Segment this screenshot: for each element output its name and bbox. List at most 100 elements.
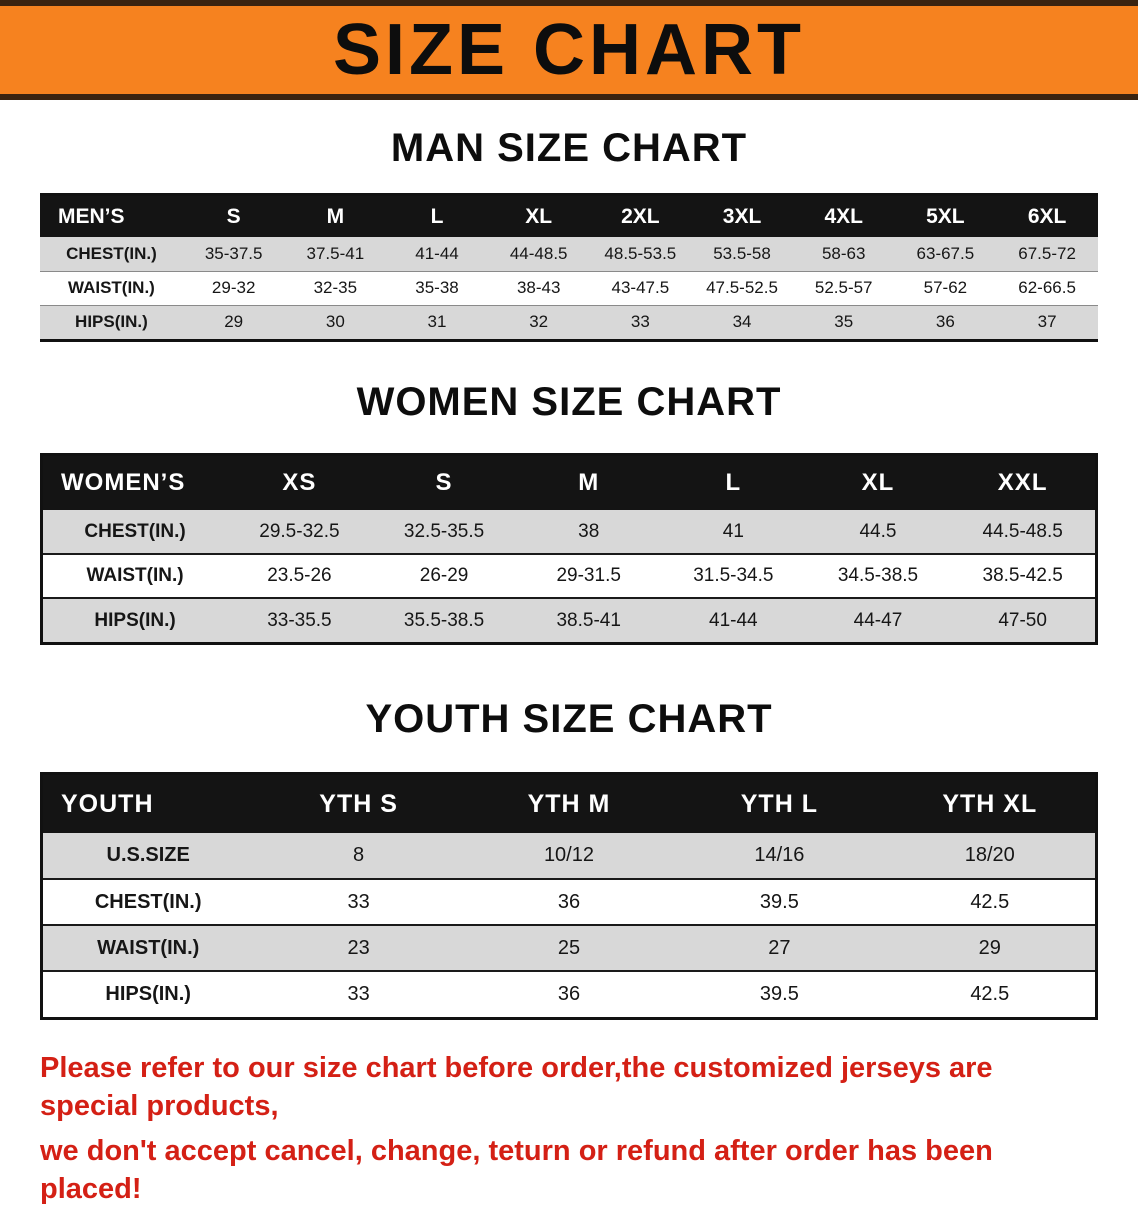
youth-row: CHEST(IN.) 33 36 39.5 42.5 — [43, 879, 1095, 925]
youth-size-table-wrap: YOUTH YTH S YTH M YTH L YTH XL U.S.SIZE 8 10/12… — [40, 772, 1098, 1020]
women-row: HIPS(IN.) 33-35.5 35.5-38.5 38.5-41 41-44 44-… — [43, 598, 1095, 642]
women-cell: 44.5-48.5 — [982, 520, 1063, 542]
youth-row: HIPS(IN.) 33 36 39.5 42.5 — [43, 971, 1095, 1017]
men-size-table-wrap: MEN’S S M L XL 2XL 3XL 4XL 5XL 6XL CHEST(IN.) 35-37… — [40, 193, 1098, 342]
youth-cell: 39.5 — [759, 890, 799, 913]
men-header-cell: S — [182, 196, 285, 237]
women-header-cell: XXL — [950, 456, 1095, 510]
women-cell: 26-29 — [419, 565, 469, 586]
men-header-cell: 2XL — [589, 196, 692, 237]
men-cell: 29-32 — [211, 278, 256, 297]
youth-cell: 23 — [347, 936, 370, 959]
youth-header-row: YOUTH YTH S YTH M YTH L YTH XL — [43, 775, 1095, 833]
men-section-heading: MAN SIZE CHART — [390, 126, 748, 170]
women-header-label: WOMEN’S — [43, 456, 228, 510]
men-cell: 37.5-41 — [306, 243, 365, 263]
youth-row-label: WAIST(IN.) — [97, 936, 200, 959]
women-header-cell: M — [516, 456, 662, 510]
men-cell: 32 — [529, 312, 549, 332]
men-cell: 52.5-57 — [814, 278, 873, 297]
men-header-cell: M — [284, 196, 387, 237]
youth-cell: 18/20 — [964, 844, 1015, 866]
youth-cell: 27 — [768, 936, 791, 959]
women-cell: 38.5-41 — [556, 609, 621, 631]
women-header-cell: XL — [805, 456, 951, 510]
youth-size-table: YOUTH YTH S YTH M YTH L YTH XL U.S.SIZE 8 10/12… — [43, 775, 1095, 1017]
men-row: CHEST(IN.) 35-37.5 37.5-41 41-44 44-48.5 48.5… — [40, 237, 1098, 271]
men-cell: 29 — [224, 312, 244, 332]
men-cell: 38-43 — [516, 278, 561, 297]
men-cell: 67.5-72 — [1018, 243, 1076, 263]
youth-section: YOUTH SIZE CHART YOUTH YTH S YTH M YTH L YTH… — [0, 697, 1138, 1020]
women-row: WAIST(IN.) 23.5-26 26-29 29-31.5 31.5-34.5 34… — [43, 554, 1095, 598]
men-header-cell: XL — [487, 196, 590, 237]
women-cell: 41-44 — [709, 609, 758, 631]
women-cell: 23.5-26 — [267, 565, 332, 586]
men-header-cell: 6XL — [996, 196, 1098, 237]
women-cell: 29.5-32.5 — [259, 520, 340, 542]
women-cell: 33-35.5 — [267, 609, 332, 631]
women-row-label: HIPS(IN.) — [94, 609, 176, 631]
women-cell: 44-47 — [853, 609, 903, 631]
men-cell: 62-66.5 — [1018, 278, 1076, 297]
page-title: SIZE CHART — [333, 10, 805, 90]
women-header-row: WOMEN’S XS S M L XL XXL — [43, 456, 1095, 510]
women-cell: 32.5-35.5 — [403, 520, 485, 542]
women-row-label: WAIST(IN.) — [86, 565, 184, 586]
youth-cell: 8 — [353, 844, 365, 866]
men-cell: 35-38 — [415, 278, 459, 297]
youth-header-label: YOUTH — [43, 775, 254, 833]
youth-header-cell: YTH M — [463, 775, 675, 833]
men-row-label: CHEST(IN.) — [66, 243, 157, 263]
men-cell: 36 — [935, 312, 955, 332]
women-header-cell: XS — [227, 456, 372, 510]
women-cell: 41 — [722, 520, 744, 542]
youth-row: WAIST(IN.) 23 25 27 29 — [43, 925, 1095, 971]
disclaimer-line-1: Please refer to our size chart before or… — [40, 1052, 993, 1122]
youth-cell: 39.5 — [759, 983, 799, 1005]
men-header-cell: 3XL — [691, 196, 793, 237]
disclaimer: Please refer to our size chart before or… — [40, 1050, 1098, 1209]
men-header-cell: L — [386, 196, 488, 237]
youth-cell: 36 — [557, 890, 581, 913]
women-row: CHEST(IN.) 29.5-32.5 32.5-35.5 38 41 44.5 44.5… — [43, 510, 1095, 554]
women-cell: 38.5-42.5 — [982, 565, 1063, 586]
men-row-label: HIPS(IN.) — [75, 312, 148, 332]
women-size-table-wrap: WOMEN’S XS S M L XL XXL CHEST(IN.) 29.5-32.5 32.5… — [40, 453, 1098, 645]
youth-cell: 10/12 — [543, 844, 594, 866]
men-cell: 37 — [1037, 312, 1057, 332]
women-cell: 47-50 — [998, 609, 1047, 631]
youth-row: U.S.SIZE 8 10/12 14/16 18/20 — [43, 833, 1095, 879]
men-cell: 57-62 — [923, 278, 968, 297]
men-header-cell: 4XL — [792, 196, 895, 237]
women-header-cell: L — [661, 456, 806, 510]
youth-header-cell: YTH L — [674, 775, 885, 833]
youth-cell: 36 — [557, 983, 581, 1005]
men-cell: 31 — [427, 312, 447, 332]
women-cell: 34.5-38.5 — [837, 565, 919, 586]
youth-cell: 33 — [347, 890, 370, 913]
disclaimer-line-2: we don't accept cancel, change, teturn o… — [40, 1135, 993, 1206]
women-cell: 44.5 — [859, 520, 897, 542]
men-cell: 35 — [834, 312, 854, 332]
men-row: HIPS(IN.) 29 30 31 32 33 34 35 36 37 — [40, 305, 1098, 339]
men-cell: 53.5-58 — [713, 243, 771, 263]
youth-section-heading: YOUTH SIZE CHART — [365, 697, 773, 741]
men-header-row: MEN’S S M L XL 2XL 3XL 4XL 5XL 6XL — [40, 196, 1098, 237]
men-size-table: MEN’S S M L XL 2XL 3XL 4XL 5XL 6XL CHEST(IN.) 35-37… — [40, 196, 1098, 339]
men-cell: 48.5-53.5 — [604, 243, 677, 263]
youth-cell: 42.5 — [970, 983, 1010, 1005]
men-cell: 30 — [325, 312, 345, 332]
youth-header-cell: YTH XL — [884, 775, 1095, 833]
banner: SIZE CHART — [0, 0, 1138, 100]
youth-cell: 29 — [978, 936, 1001, 959]
youth-cell: 25 — [557, 936, 581, 959]
youth-cell: 42.5 — [970, 890, 1010, 913]
men-row: WAIST(IN.) 29-32 32-35 35-38 38-43 43-47.5 47.… — [40, 271, 1098, 305]
youth-cell: 14/16 — [754, 844, 805, 866]
men-cell: 44-48.5 — [509, 243, 568, 263]
men-cell: 34 — [732, 312, 752, 332]
women-section: WOMEN SIZE CHART WOMEN’S XS S M L XL XXL CHEST(… — [0, 380, 1138, 645]
youth-row-label: CHEST(IN.) — [94, 890, 202, 913]
women-cell: 29-31.5 — [556, 565, 621, 586]
